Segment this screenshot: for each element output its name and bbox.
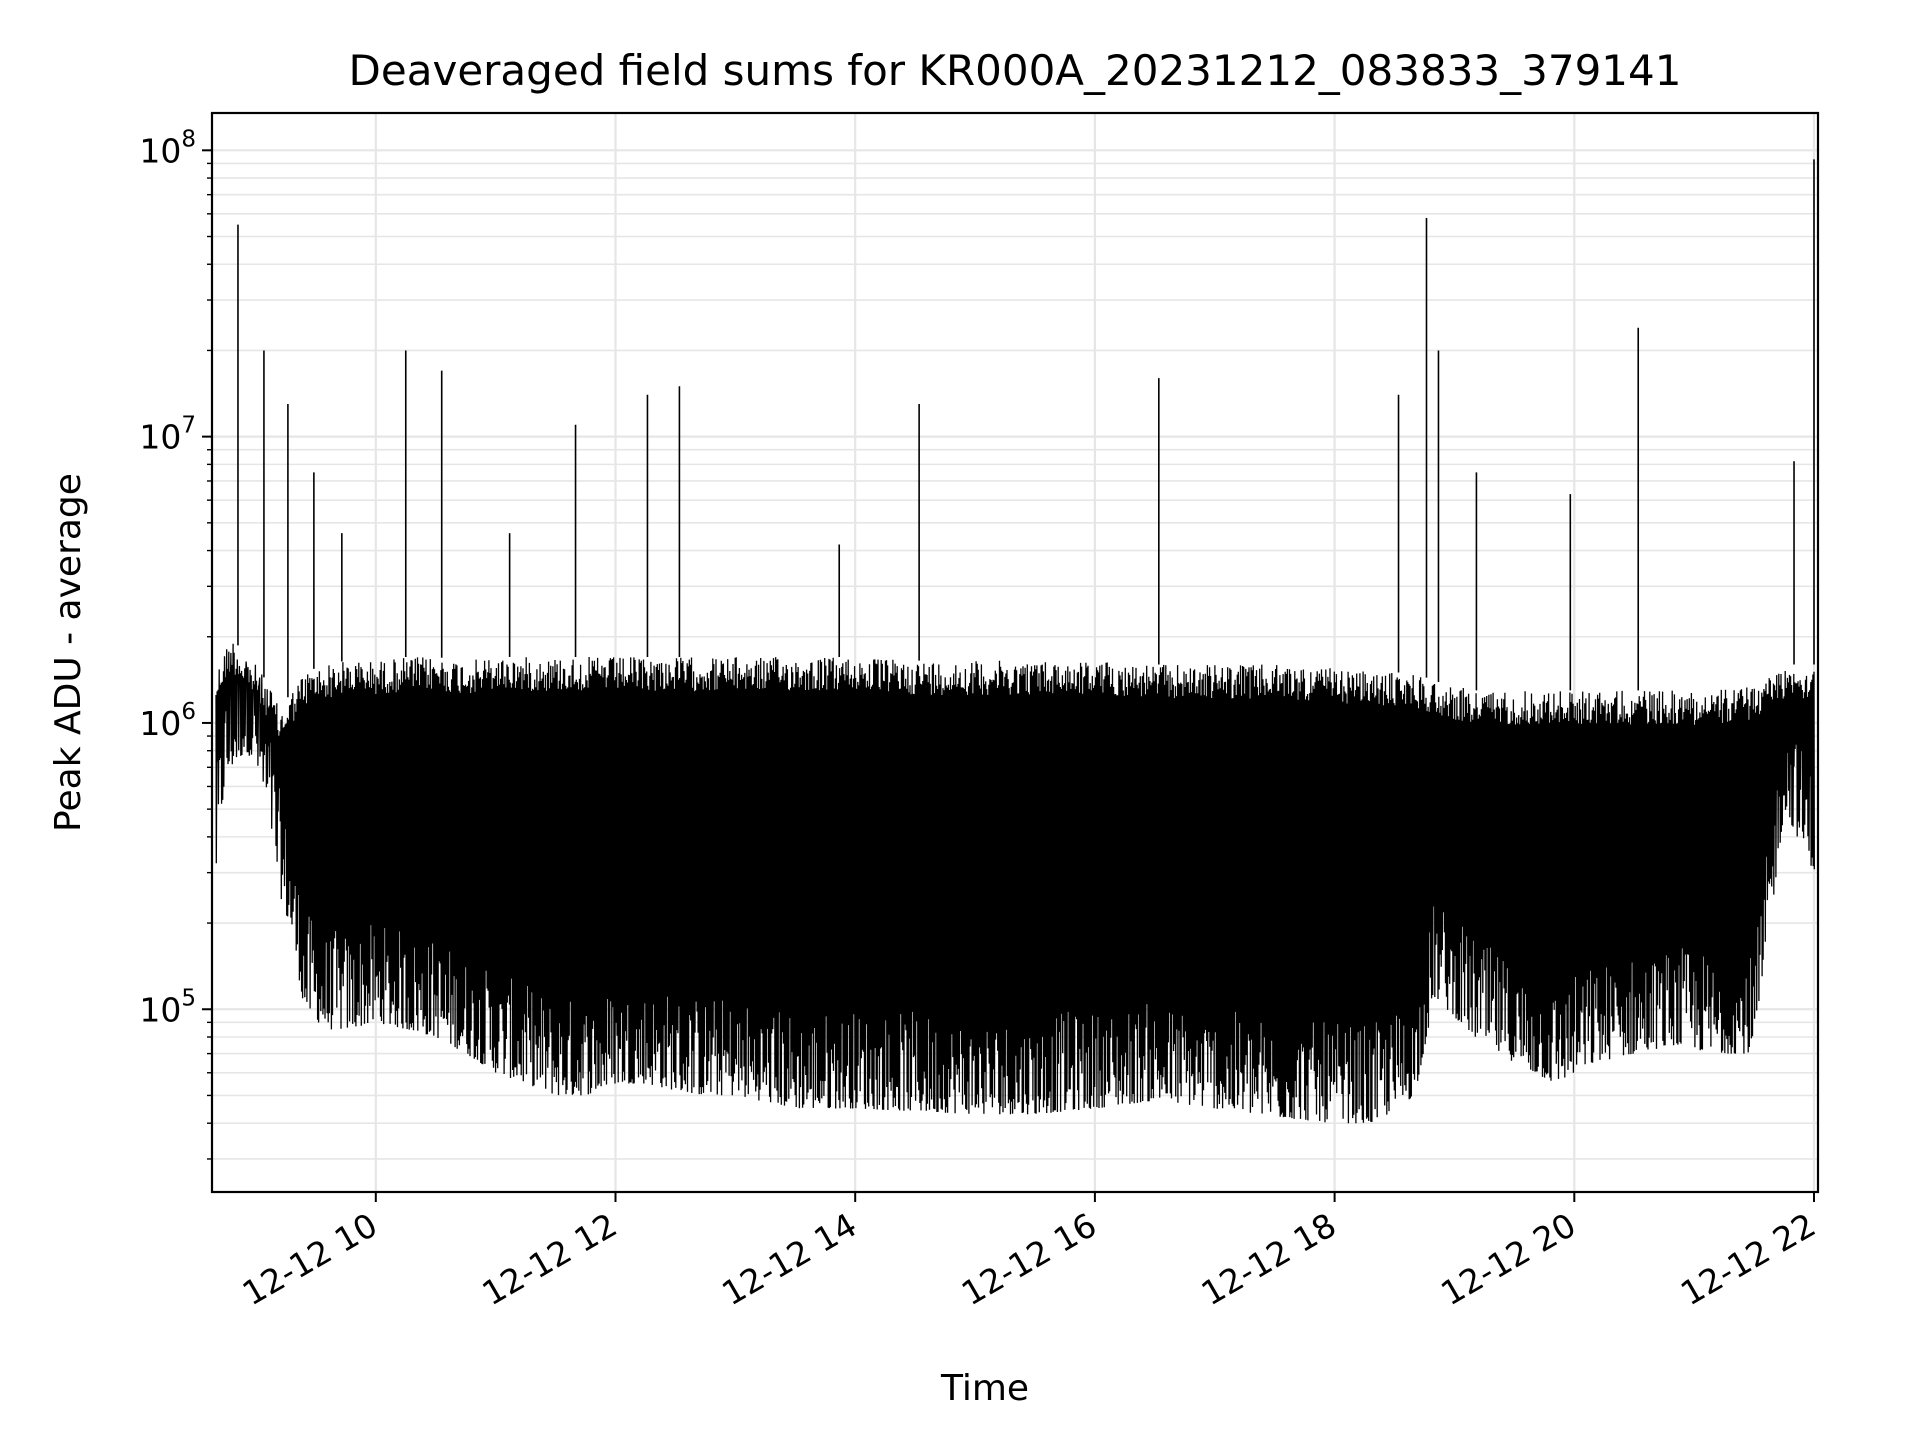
series-line [215,643,1815,1124]
plot-frame [210,111,1820,1194]
x-tick-label: 12-12 12 [476,1205,624,1313]
x-tick-label: 12-12 16 [955,1205,1103,1313]
y-tick-exponent: 8 [181,126,196,152]
y-tick-base: 10 [139,131,181,170]
y-tick-label: 105 [139,985,196,1029]
chart-title: Deaveraged field sums for KR000A_2023121… [349,46,1682,95]
x-tick-label: 12-12 14 [715,1205,863,1313]
y-tick-label: 107 [139,413,196,457]
y-tick-label: 106 [139,699,196,743]
data-series [215,159,1815,1124]
y-tick-exponent: 6 [181,699,196,725]
y-tick-exponent: 5 [181,985,196,1011]
y-tick-base: 10 [139,990,181,1029]
y-tick-base: 10 [139,418,181,457]
x-axis-label: Time [940,1368,1029,1409]
y-tick-base: 10 [139,704,181,743]
x-tick-label: 12-12 22 [1674,1205,1822,1313]
x-tick-label: 12-12 10 [236,1205,384,1313]
y-tick-label: 108 [139,126,196,170]
x-tick-label: 12-12 20 [1434,1205,1582,1313]
x-tick-label: 12-12 18 [1195,1205,1343,1313]
y-axis-label: Peak ADU - average [48,473,89,832]
y-tick-exponent: 7 [181,413,196,439]
